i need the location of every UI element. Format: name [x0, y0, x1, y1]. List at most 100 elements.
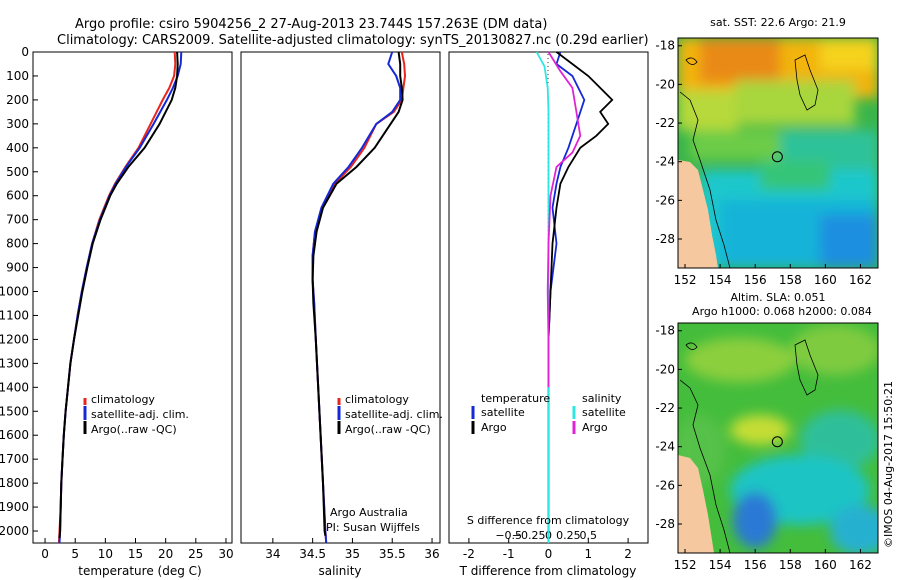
s-tick-label: 0.5 — [580, 529, 598, 542]
legend-label-satellite: satellite-adj. clim. — [345, 408, 443, 421]
x-tick-label: 1 — [584, 547, 592, 561]
x-tick-label: 36 — [424, 547, 439, 561]
map-y-tick-label: -28 — [655, 232, 675, 246]
map-x-tick-label: 156 — [744, 558, 767, 572]
sst-coast-contour — [679, 91, 731, 268]
header-subtitle: Climatology: CARS2009. Satellite-adjuste… — [57, 33, 649, 48]
sst-land — [678, 160, 718, 268]
y-tick-label: 1000 — [0, 285, 29, 299]
s-tick-label: −0.25 — [512, 529, 546, 542]
sla-map-frame — [677, 322, 879, 554]
map-y-tick-label: -22 — [655, 401, 675, 415]
temperature-series — [57, 51, 183, 544]
temperature-legend: climatology satellite-adj. clim. Argo(..… — [83, 393, 189, 436]
x-tick-label: 10 — [98, 547, 113, 561]
sst-reef-contour — [794, 54, 819, 111]
map-x-tick-label: 162 — [849, 273, 872, 287]
sst-map-frame — [677, 37, 879, 269]
y-tick-label: 1300 — [0, 356, 29, 370]
legend-label-climatology: climatology — [91, 393, 155, 406]
y-tick-label: 1200 — [0, 332, 29, 346]
legend-label-argo: Argo(..raw -QC) — [91, 423, 177, 436]
salinity-series — [311, 51, 407, 544]
sla-map: Altim. SLA: 0.051 Argo h1000: 0.068 h200… — [655, 291, 879, 572]
map-x-tick-label: 162 — [849, 558, 872, 572]
map-x-tick-label: 160 — [814, 558, 837, 572]
sla-land — [678, 455, 714, 553]
x-tick-label: 34 — [265, 547, 280, 561]
y-tick-label: 700 — [6, 213, 29, 227]
map-y-tick-label: -24 — [655, 440, 675, 454]
difference-x-axis: -2 -1 0 1 2−0.5−0.25 0 0.250.5 — [463, 529, 632, 561]
imos-timestamp: ©IMOS 04-Aug-2017 15:50:21 — [882, 381, 895, 548]
x-tick-label: 5 — [71, 547, 79, 561]
x-tick-label: 15 — [128, 547, 143, 561]
x-tick-label: 25 — [188, 547, 203, 561]
sla-coast-contour — [679, 379, 731, 553]
salinity-panel: 34 34.5 35 35.5 36 climatology satellite-adj… — [240, 51, 443, 578]
s-tick-label: −0.5 — [495, 529, 522, 542]
map-y-tick-label: -26 — [655, 193, 675, 207]
x-tick-label: 0 — [545, 547, 553, 561]
map-x-tick-label: 156 — [744, 273, 767, 287]
sla-reef-contour — [794, 339, 819, 396]
y-tick-label: 200 — [6, 93, 29, 107]
x-tick-label: -2 — [463, 547, 475, 561]
legend-label-satellite: satellite-adj. clim. — [91, 408, 189, 421]
depth-axis: 0 100 200 300 400 500 600 700 800 900 1000 1100 1200… — [0, 45, 38, 538]
map-y-tick-label: -28 — [655, 517, 675, 531]
y-tick-label: 100 — [6, 69, 29, 83]
legend-temperature-title: temperature — [481, 392, 550, 405]
s-tick-label: 0.25 — [556, 529, 581, 542]
map-y-tick-label: -18 — [655, 39, 675, 53]
salinity-x-axis: 34 34.5 35 35.5 36 — [265, 538, 440, 561]
temperature-panel: 0100200300400500600700800900100011001200… — [0, 45, 234, 578]
salinity-legend: climatology satellite-adj. clim. Argo(..… — [337, 393, 443, 436]
y-tick-label: 800 — [6, 237, 29, 251]
y-tick-label: 1100 — [0, 308, 29, 322]
y-tick-label: 1400 — [0, 380, 29, 394]
difference-legend: temperature salinity satellite Argo sate… — [471, 392, 626, 434]
sst-contour-small — [685, 57, 698, 65]
legend-label-climatology: climatology — [345, 393, 409, 406]
sst-map: sat. SST: 22.6 Argo: 21.9 — [655, 16, 879, 287]
y-tick-label: 1900 — [0, 500, 29, 514]
sst-map-axes: 152 154 156 158 160 162 -18 -20 -22 -24 -26 -28 — [655, 39, 872, 287]
difference-series — [535, 51, 614, 543]
map-y-tick-label: -20 — [655, 362, 675, 376]
x-tick-label: 35 — [345, 547, 360, 561]
y-tick-label: 600 — [6, 189, 29, 203]
map-x-tick-label: 158 — [779, 273, 802, 287]
sst-argo-marker — [771, 151, 783, 163]
pi-label: PI: Susan Wijffels — [326, 521, 420, 534]
series-line-argo-raw-qc- — [311, 51, 404, 536]
map-x-tick-label: 154 — [709, 558, 732, 572]
series-line-salinity-argo — [546, 51, 582, 388]
x-tick-label: -1 — [503, 547, 515, 561]
y-tick-label: 1600 — [0, 428, 29, 442]
sla-map-axes: 152 154 156 158 160 162 -18 -20 -22 -24 -26 -28 — [655, 324, 872, 572]
salinity-axes — [240, 51, 441, 544]
map-y-tick-label: -24 — [655, 155, 675, 169]
y-tick-label: 2000 — [0, 524, 29, 538]
sla-argo-marker — [771, 436, 783, 448]
x-tick-label: 2 — [624, 547, 632, 561]
map-y-tick-label: -22 — [655, 116, 675, 130]
y-tick-label: 400 — [6, 141, 29, 155]
y-tick-label: 1800 — [0, 476, 29, 490]
salinity-xlabel: salinity — [318, 564, 361, 578]
t-difference-label: T difference from climatology — [459, 564, 637, 578]
sst-map-title: sat. SST: 22.6 Argo: 21.9 — [710, 16, 846, 29]
y-tick-label: 300 — [6, 117, 29, 131]
map-x-tick-label: 154 — [709, 273, 732, 287]
x-tick-label: 20 — [158, 547, 173, 561]
sla-map-title-1: Altim. SLA: 0.051 — [730, 291, 825, 304]
legend-label-temp-satellite: satellite — [481, 406, 525, 419]
map-x-tick-label: 158 — [779, 558, 802, 572]
map-y-tick-label: -26 — [655, 478, 675, 492]
header-title: Argo profile: csiro 5904256_2 27-Aug-201… — [75, 17, 547, 32]
map-x-tick-label: 152 — [674, 558, 697, 572]
x-tick-label: 0 — [41, 547, 49, 561]
legend-salinity-title: salinity — [582, 392, 622, 405]
